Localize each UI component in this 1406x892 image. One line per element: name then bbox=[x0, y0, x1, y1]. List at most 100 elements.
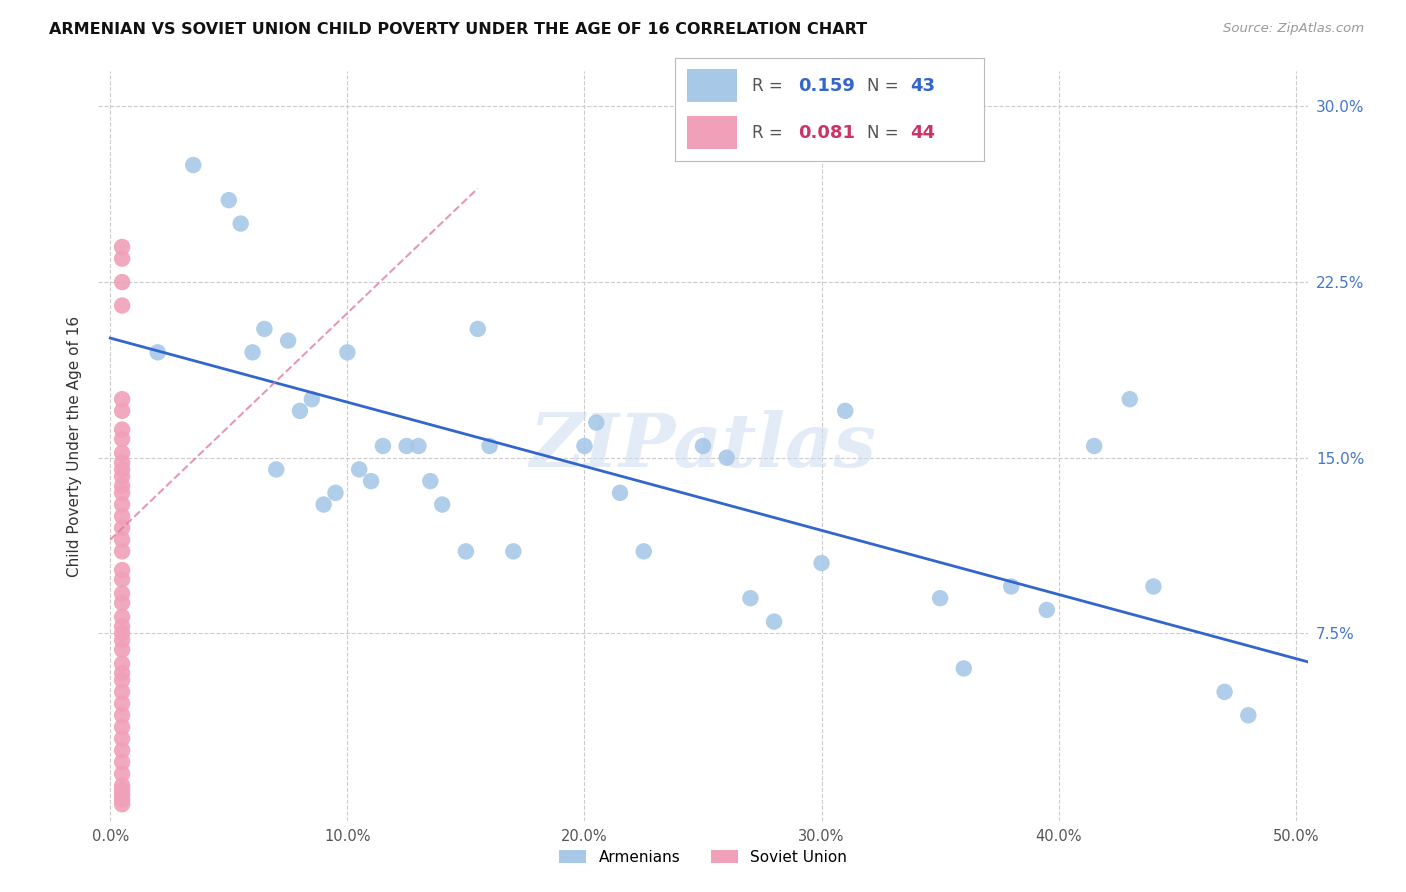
Point bbox=[1036, 603, 1059, 617]
Y-axis label: Child Poverty Under the Age of 16: Child Poverty Under the Age of 16 bbox=[66, 316, 82, 576]
Point bbox=[952, 661, 974, 675]
Point bbox=[229, 217, 252, 231]
Point bbox=[467, 322, 489, 336]
Point bbox=[264, 462, 287, 476]
Point bbox=[454, 544, 477, 558]
Point bbox=[242, 345, 264, 359]
Point bbox=[502, 544, 524, 558]
Point bbox=[347, 462, 370, 476]
Text: 43: 43 bbox=[910, 77, 935, 95]
Point bbox=[111, 544, 134, 558]
Point bbox=[371, 439, 394, 453]
Point bbox=[312, 498, 335, 512]
Point bbox=[111, 673, 134, 688]
Point bbox=[111, 657, 134, 671]
Point bbox=[763, 615, 786, 629]
Point bbox=[1237, 708, 1260, 723]
Point bbox=[716, 450, 738, 465]
Point bbox=[111, 563, 134, 577]
Text: R =: R = bbox=[752, 124, 789, 142]
Point bbox=[574, 439, 596, 453]
Point bbox=[111, 432, 134, 446]
Point bbox=[111, 298, 134, 313]
Point bbox=[740, 591, 762, 606]
Point bbox=[810, 556, 832, 570]
Point bbox=[111, 792, 134, 806]
Point bbox=[111, 596, 134, 610]
Point bbox=[111, 462, 134, 476]
Point bbox=[111, 446, 134, 460]
Point bbox=[395, 439, 418, 453]
Point bbox=[360, 474, 382, 488]
Bar bbox=[688, 117, 737, 149]
Point bbox=[1000, 580, 1022, 594]
Point bbox=[111, 610, 134, 624]
Point bbox=[181, 158, 204, 172]
Point bbox=[218, 193, 240, 207]
Point bbox=[111, 455, 134, 469]
Point bbox=[253, 322, 276, 336]
Point bbox=[111, 404, 134, 418]
Text: ARMENIAN VS SOVIET UNION CHILD POVERTY UNDER THE AGE OF 16 CORRELATION CHART: ARMENIAN VS SOVIET UNION CHILD POVERTY U… bbox=[49, 22, 868, 37]
Point bbox=[111, 797, 134, 812]
Point bbox=[111, 743, 134, 757]
Point bbox=[111, 498, 134, 512]
Point bbox=[929, 591, 952, 606]
Point bbox=[111, 783, 134, 797]
Bar bbox=[688, 70, 737, 102]
Legend: Armenians, Soviet Union: Armenians, Soviet Union bbox=[553, 844, 853, 871]
Point bbox=[111, 779, 134, 793]
Point bbox=[111, 573, 134, 587]
Point bbox=[111, 240, 134, 254]
Point bbox=[288, 404, 311, 418]
Point bbox=[111, 642, 134, 657]
Point bbox=[111, 720, 134, 734]
Point bbox=[1142, 580, 1164, 594]
Point bbox=[111, 685, 134, 699]
Point bbox=[111, 423, 134, 437]
Point bbox=[585, 416, 607, 430]
Point bbox=[325, 485, 347, 500]
Point bbox=[277, 334, 299, 348]
Point bbox=[336, 345, 359, 359]
Point bbox=[111, 767, 134, 781]
Text: N =: N = bbox=[866, 124, 904, 142]
Point bbox=[1213, 685, 1236, 699]
Point bbox=[609, 485, 631, 500]
Point bbox=[419, 474, 441, 488]
Point bbox=[111, 619, 134, 633]
Point bbox=[301, 392, 323, 407]
Point bbox=[111, 469, 134, 483]
Text: Source: ZipAtlas.com: Source: ZipAtlas.com bbox=[1223, 22, 1364, 36]
Point bbox=[111, 479, 134, 493]
Text: ZIPatlas: ZIPatlas bbox=[530, 409, 876, 483]
Point bbox=[146, 345, 169, 359]
Point bbox=[478, 439, 501, 453]
Point bbox=[111, 533, 134, 547]
Point bbox=[111, 521, 134, 535]
Point bbox=[111, 697, 134, 711]
Point bbox=[111, 275, 134, 289]
Point bbox=[111, 392, 134, 407]
Point bbox=[111, 252, 134, 266]
Point bbox=[633, 544, 655, 558]
Point bbox=[111, 509, 134, 524]
Point bbox=[1083, 439, 1105, 453]
Point bbox=[111, 626, 134, 640]
Point bbox=[111, 586, 134, 600]
Text: 44: 44 bbox=[910, 124, 935, 142]
Point bbox=[1119, 392, 1142, 407]
Point bbox=[111, 708, 134, 723]
Text: 0.159: 0.159 bbox=[799, 77, 855, 95]
Text: R =: R = bbox=[752, 77, 789, 95]
Text: N =: N = bbox=[866, 77, 904, 95]
Point bbox=[408, 439, 430, 453]
Point bbox=[111, 731, 134, 746]
Point bbox=[834, 404, 856, 418]
Point bbox=[111, 755, 134, 769]
Point bbox=[111, 485, 134, 500]
Point bbox=[111, 788, 134, 802]
Point bbox=[111, 633, 134, 648]
Point bbox=[432, 498, 454, 512]
Point bbox=[111, 666, 134, 681]
